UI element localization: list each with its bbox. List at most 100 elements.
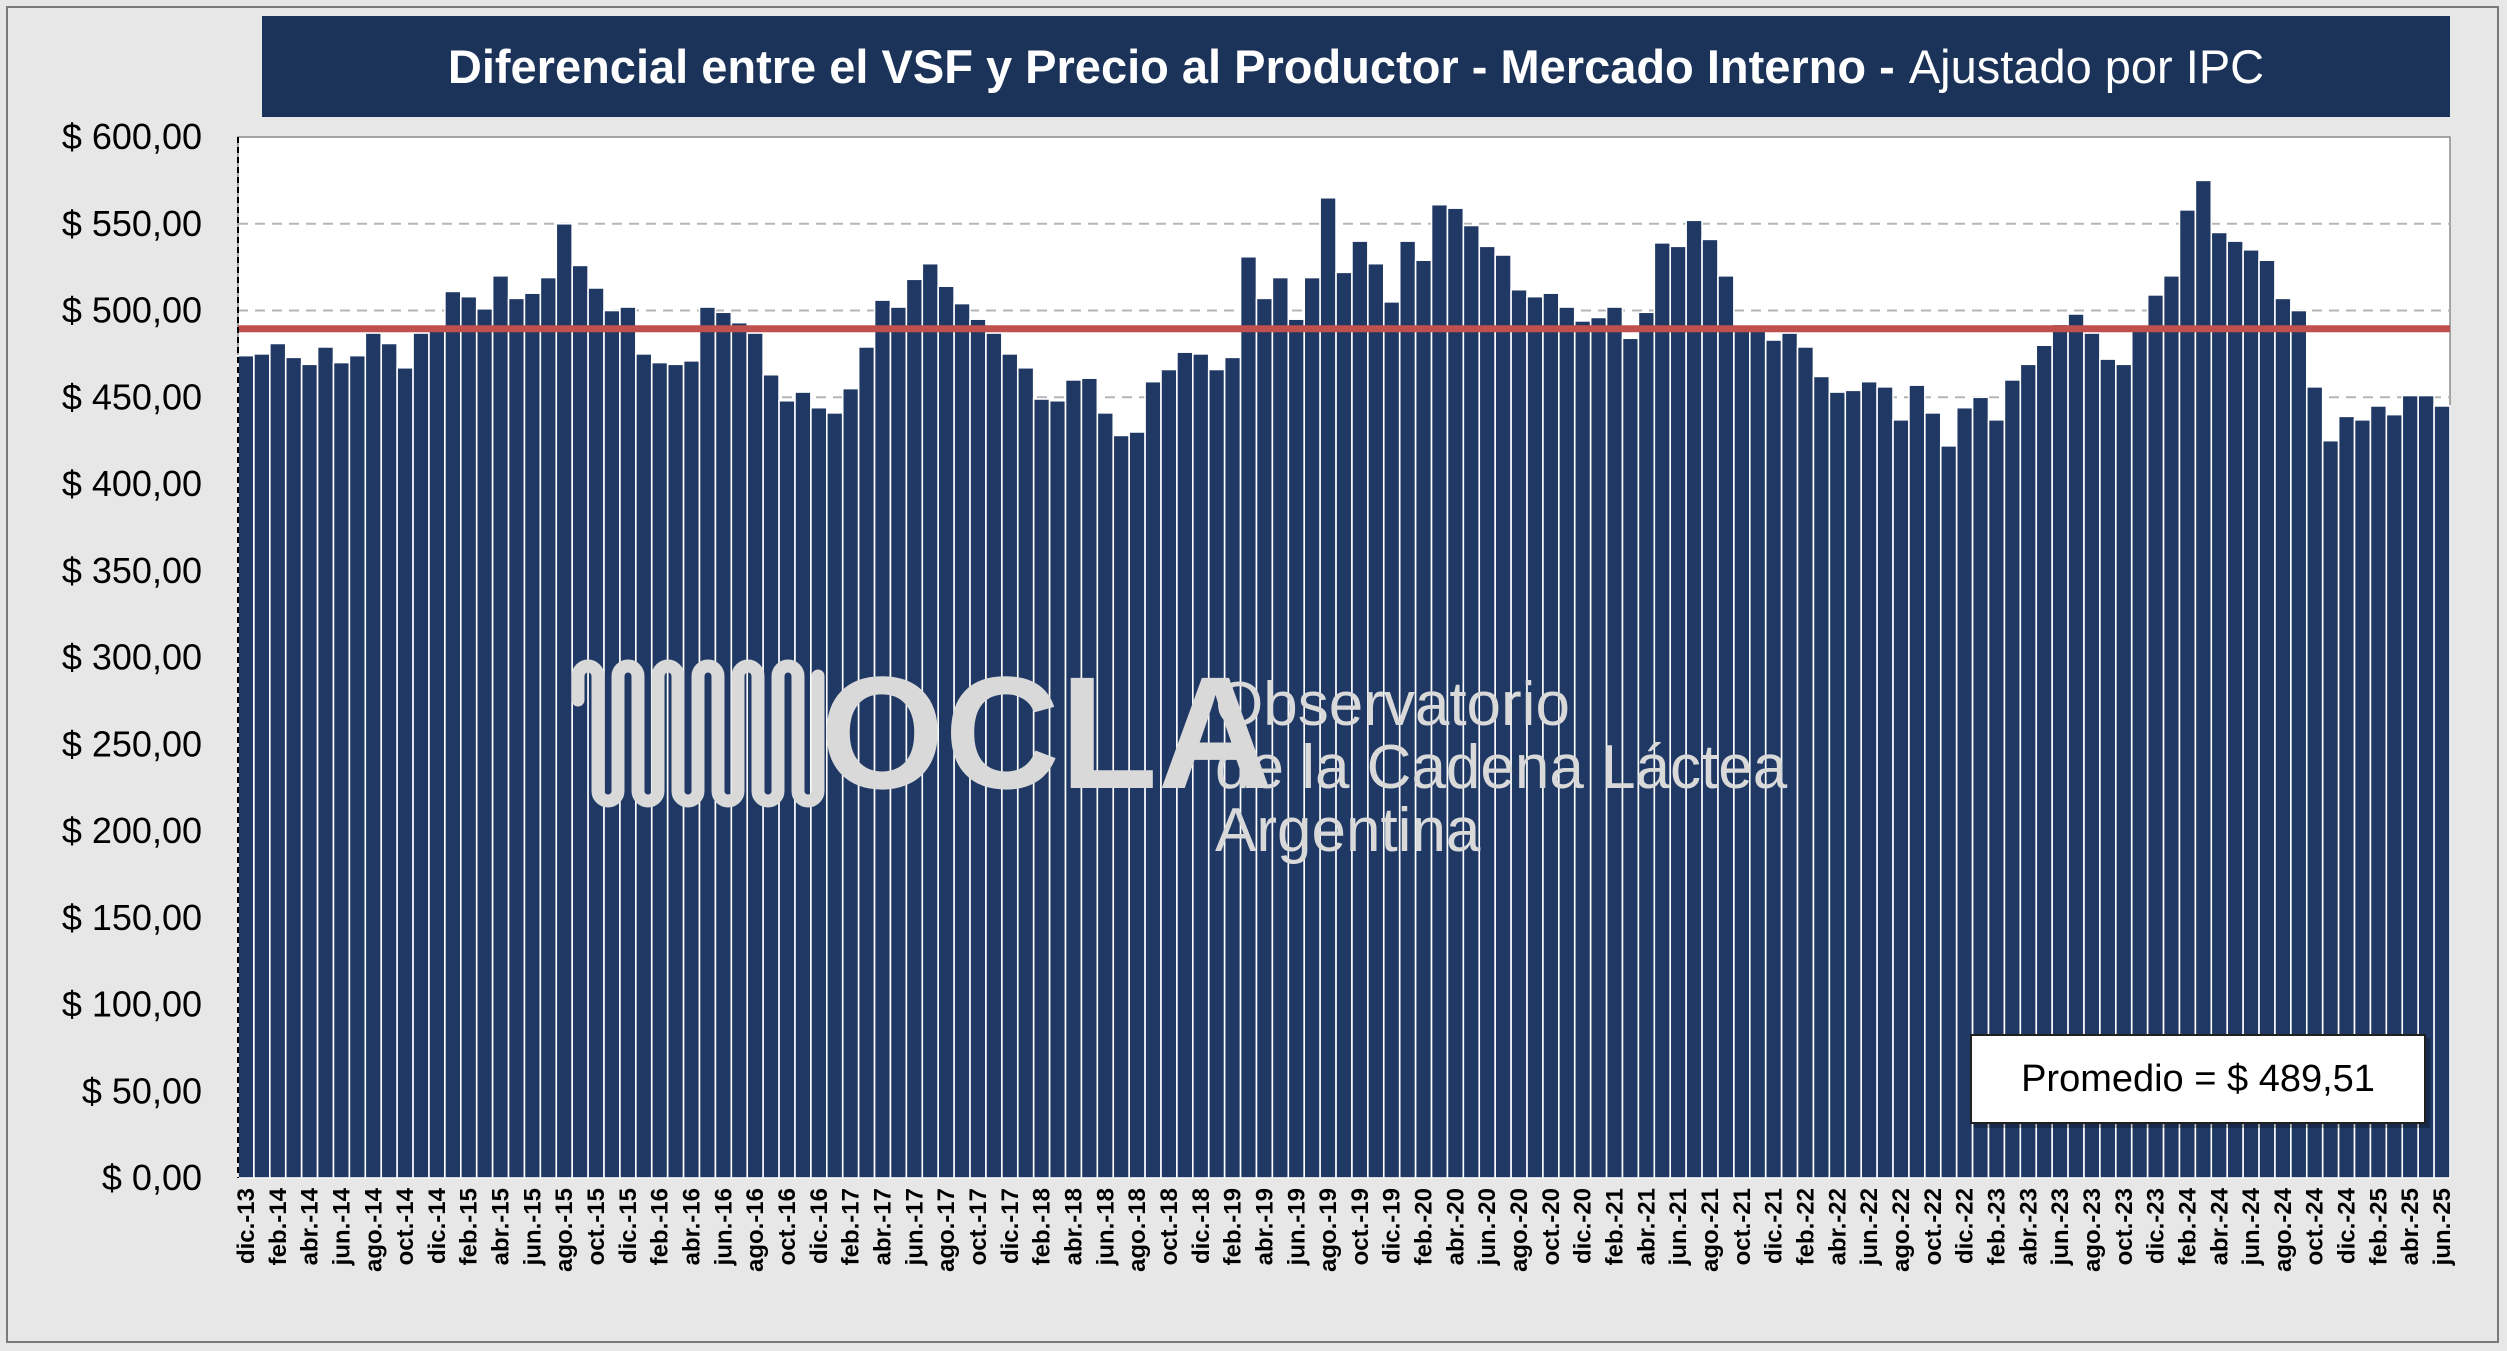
x-tick-label: jun.-22	[1856, 1188, 1883, 1266]
x-tick-label: jun.-18	[1092, 1188, 1119, 1266]
x-tick-label: abr.-19	[1251, 1188, 1278, 1265]
x-tick-label: dic.-21	[1761, 1188, 1788, 1264]
chart-title-banner: Diferencial entre el VSF y Precio al Pro…	[262, 16, 2450, 117]
x-tick-label: feb.-24	[2174, 1187, 2201, 1265]
x-tick-label: jun.-25	[2429, 1188, 2456, 1266]
x-tick-label: jun.-16	[710, 1188, 737, 1266]
y-tick-label: $ 450,00	[62, 376, 202, 417]
bar	[1844, 389, 1862, 1179]
x-tick-label: abr.-23	[2015, 1188, 2042, 1265]
y-tick-label: $ 400,00	[62, 463, 202, 504]
x-tick-label: abr.-14	[297, 1187, 324, 1265]
bar	[1876, 386, 1894, 1179]
y-tick-label: $ 250,00	[62, 723, 202, 764]
x-tick-label: ago.-14	[360, 1187, 387, 1272]
logo-line-3: Argentina	[1215, 796, 1481, 865]
x-tick-label: dic.-23	[2143, 1188, 2170, 1264]
x-tick-label: feb.-18	[1029, 1188, 1056, 1265]
x-tick-label: dic.-20	[1570, 1188, 1597, 1264]
x-tick-label: ago.-24	[2270, 1187, 2297, 1272]
bar	[396, 366, 414, 1179]
x-tick-label: feb.-23	[1983, 1188, 2010, 1265]
x-tick-label: oct.-18	[1156, 1188, 1183, 1265]
x-tick-label: abr.-20	[1442, 1188, 1469, 1265]
bar	[2178, 209, 2197, 1179]
bar	[348, 354, 367, 1179]
x-tick-label: ago.-19	[1315, 1188, 1342, 1272]
x-tick-label: oct.-24	[2302, 1187, 2329, 1265]
x-tick-label: jun.-21	[1665, 1188, 1692, 1266]
x-tick-label: abr.-25	[2397, 1188, 2424, 1265]
bar	[571, 264, 589, 1179]
bar	[475, 307, 494, 1179]
x-tick-label: dic.-16	[806, 1188, 833, 1264]
x-tick-label: oct.-19	[1347, 1188, 1374, 1265]
average-label: Promedio = $ 489,51	[2021, 1057, 2375, 1100]
logo-line-2: de la Cadena Láctea	[1215, 733, 1788, 802]
x-tick-label: feb.-17	[838, 1188, 865, 1265]
x-tick-label: dic.-24	[2334, 1187, 2361, 1264]
x-tick-label: abr.-24	[2206, 1187, 2233, 1265]
x-tick-label: jun.-15	[519, 1188, 546, 1266]
chart-subtitle: Ajustado por IPC	[1908, 40, 2265, 93]
x-tick-label: oct.-17	[965, 1188, 992, 1265]
bar	[1717, 274, 1735, 1179]
x-tick-label: abr.-17	[870, 1188, 897, 1265]
x-tick-label: dic.-17	[997, 1188, 1024, 1264]
bar	[1860, 380, 1878, 1179]
logo-acronym: OCLA	[820, 643, 1273, 822]
x-tick-label: dic.-13	[233, 1188, 260, 1264]
x-tick-label: dic.-18	[1188, 1188, 1215, 1264]
bars	[237, 179, 2451, 1179]
bar	[412, 332, 430, 1179]
bar	[539, 276, 558, 1179]
bar	[1939, 445, 1958, 1179]
x-axis-ticks: dic.-13 feb.-14 abr.-14 jun.-14 ago.-14 oct.-…	[233, 1187, 2456, 1272]
bar	[1653, 242, 1672, 1179]
x-tick-label: oct.-22	[1920, 1188, 1947, 1265]
ocla-wave-icon	[571, 659, 825, 808]
y-tick-label: $ 50,00	[82, 1070, 202, 1111]
x-tick-label: jun.-20	[1474, 1188, 1501, 1266]
x-tick-label: jun.-24	[2238, 1187, 2265, 1266]
x-tick-label: ago.-23	[2079, 1188, 2106, 1272]
x-tick-label: feb.-20	[1411, 1188, 1438, 1265]
bar	[253, 353, 271, 1179]
x-tick-label: oct.-20	[1538, 1188, 1565, 1265]
x-tick-label: feb.-21	[1602, 1188, 1629, 1265]
y-tick-label: $ 550,00	[62, 203, 202, 244]
x-tick-label: feb.-25	[2365, 1188, 2392, 1265]
y-tick-label: $ 0,00	[102, 1157, 202, 1198]
bar	[1701, 238, 1719, 1179]
bar	[269, 342, 287, 1179]
y-tick-label: $ 300,00	[62, 637, 202, 678]
bar	[2433, 405, 2451, 1179]
x-tick-label: oct.-16	[774, 1188, 801, 1265]
x-tick-label: dic.-14	[424, 1187, 451, 1264]
x-tick-label: ago.-18	[1124, 1188, 1151, 1272]
bar	[284, 356, 303, 1179]
y-tick-label: $ 500,00	[62, 290, 202, 331]
x-tick-label: abr.-16	[679, 1188, 706, 1265]
ocla-logo: OCLA Observatorio de la Cadena Láctea Ar…	[571, 643, 1788, 865]
y-tick-label: $ 200,00	[62, 810, 202, 851]
x-tick-label: feb.-22	[1792, 1188, 1819, 1265]
bar	[316, 346, 335, 1179]
bar	[1669, 245, 1687, 1179]
bar	[1892, 419, 1910, 1179]
y-axis-ticks: $ 0,00 $ 50,00 $ 100,00 $ 150,00 $ 200,00 $ 2…	[62, 116, 202, 1198]
bar	[380, 342, 398, 1179]
x-tick-label: feb.-14	[265, 1187, 292, 1265]
logo-line-1: Observatorio	[1215, 670, 1570, 739]
x-tick-label: feb.-19	[1220, 1188, 1247, 1265]
y-tick-label: $ 600,00	[62, 116, 202, 157]
x-tick-label: dic.-15	[615, 1188, 642, 1264]
chart-title: Diferencial entre el VSF y Precio al Pro…	[447, 40, 1895, 93]
bar	[1796, 346, 1815, 1179]
x-tick-label: oct.-14	[392, 1187, 419, 1265]
x-tick-label: jun.-17	[901, 1188, 928, 1266]
bar	[523, 292, 542, 1179]
y-tick-label: $ 150,00	[62, 897, 202, 938]
x-tick-label: feb.-15	[456, 1188, 483, 1265]
